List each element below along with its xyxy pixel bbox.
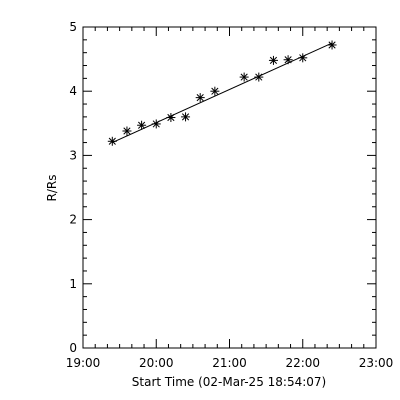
x-tick-label: 22:00 bbox=[285, 356, 320, 370]
data-point bbox=[298, 53, 308, 63]
y-tick-label: 1 bbox=[69, 277, 77, 291]
x-tick-label: 23:00 bbox=[359, 356, 394, 370]
data-point bbox=[166, 113, 176, 123]
data-point bbox=[210, 86, 220, 96]
x-tick-label: 20:00 bbox=[139, 356, 174, 370]
y-tick-label: 0 bbox=[69, 341, 77, 355]
plot-frame bbox=[82, 26, 377, 349]
data-point bbox=[239, 72, 249, 82]
data-point bbox=[283, 55, 293, 65]
data-point bbox=[151, 119, 161, 129]
y-tick-label: 4 bbox=[69, 84, 77, 98]
data-point bbox=[122, 126, 132, 136]
y-axis-label: R/Rs bbox=[45, 175, 59, 202]
data-point bbox=[327, 40, 337, 50]
data-point bbox=[107, 136, 117, 146]
y-tick-label: 5 bbox=[69, 20, 77, 34]
data-point bbox=[254, 72, 264, 82]
y-tick-label: 2 bbox=[69, 213, 77, 227]
x-axis-label: Start Time (02-Mar-25 18:54:07) bbox=[132, 375, 326, 389]
y-tick-label: 3 bbox=[69, 148, 77, 162]
fit-line bbox=[112, 42, 333, 144]
data-points bbox=[107, 40, 337, 146]
x-tick-label: 19:00 bbox=[66, 356, 101, 370]
data-point bbox=[195, 93, 205, 103]
data-point bbox=[137, 120, 147, 130]
tick-labels: 19:00 20:00 21:00 22:00 23:00 0 1 2 3 4 5 bbox=[66, 20, 394, 370]
axis-ticks bbox=[82, 26, 377, 349]
x-tick-label: 21:00 bbox=[212, 356, 247, 370]
data-point bbox=[268, 55, 278, 65]
data-point bbox=[181, 112, 191, 122]
